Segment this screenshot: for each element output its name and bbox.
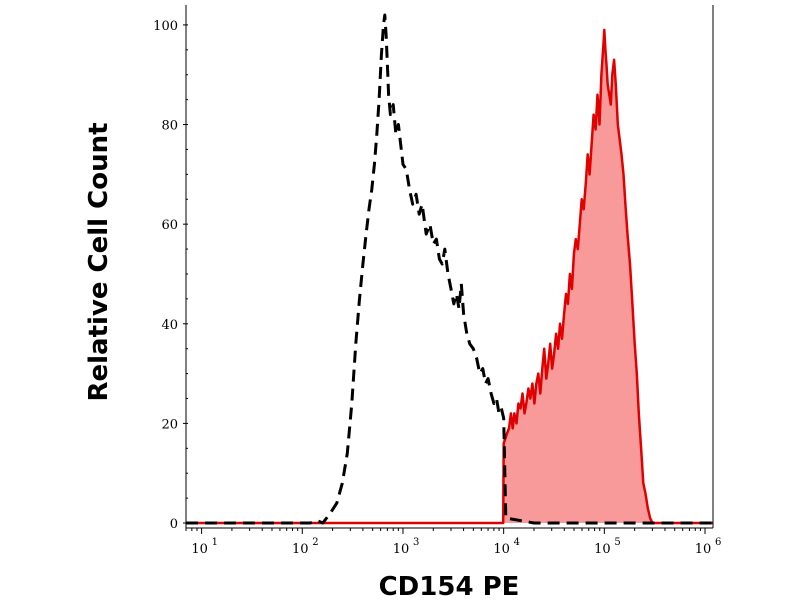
x-tick-label: 10 (594, 542, 611, 557)
x-tick-label: 10 (393, 542, 410, 557)
series-1-area (186, 29, 713, 524)
x-tick-label: 10 (493, 542, 510, 557)
y-tick-label: 0 (170, 517, 178, 532)
y-axis-title: Relative Cell Count (84, 122, 114, 401)
x-tick-exponent: 5 (614, 537, 620, 548)
series-0-line (186, 13, 713, 525)
x-tick-label: 10 (191, 542, 208, 557)
y-tick-label: 20 (161, 417, 178, 432)
plot-area (186, 13, 713, 525)
series-1-line (186, 28, 713, 525)
x-tick-exponent: 2 (312, 537, 318, 548)
y-tick-label: 100 (153, 19, 178, 34)
x-tick-label: 10 (292, 542, 309, 557)
x-tick-exponent: 6 (715, 537, 721, 548)
x-axis-title: CD154 PE (379, 572, 520, 600)
x-tick-exponent: 1 (212, 537, 218, 548)
y-tick-label: 40 (161, 318, 178, 333)
x-tick-exponent: 3 (413, 537, 419, 548)
y-tick-label: 60 (161, 218, 178, 233)
x-tick-label: 10 (695, 542, 712, 557)
x-tick-exponent: 4 (514, 537, 520, 548)
y-tick-label: 80 (161, 119, 178, 134)
